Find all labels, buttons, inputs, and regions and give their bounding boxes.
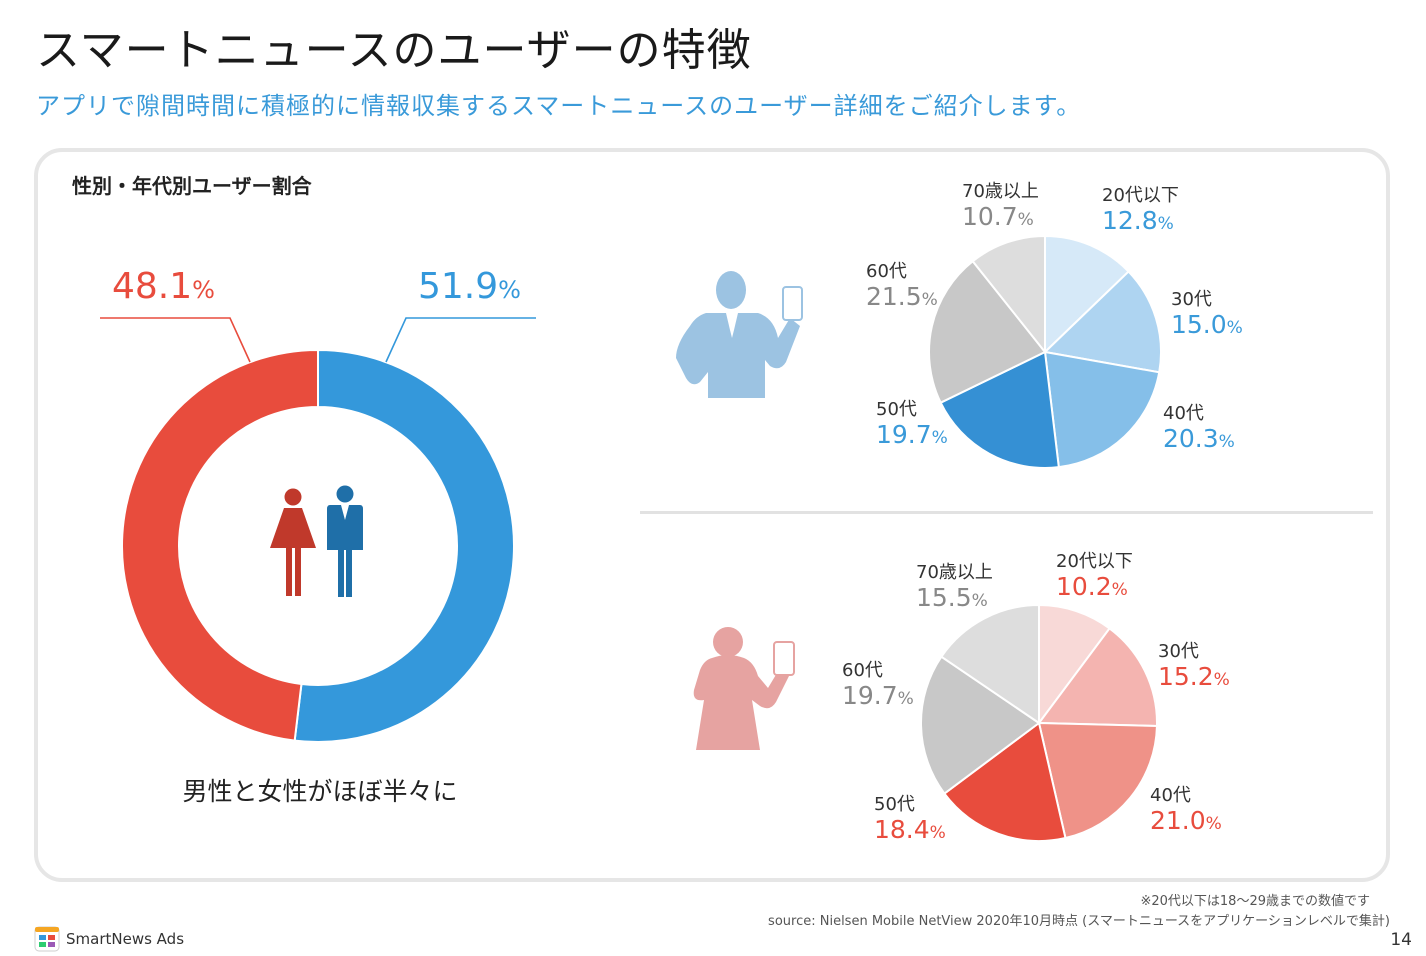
male-share-value: 51.9 — [418, 266, 499, 307]
section-divider — [640, 511, 1373, 514]
female-slice-label-50: 50代 18.4% — [874, 794, 946, 844]
female-slice-label-40: 40代 21.0% — [1150, 785, 1222, 835]
slice-value: 20.3% — [1163, 423, 1235, 453]
slice-value: 12.8% — [1102, 205, 1174, 235]
slice-value: 19.7% — [842, 680, 914, 710]
male-pie-slice-0 — [1044, 234, 1130, 355]
male-leader-line — [385, 317, 536, 363]
male-icon — [327, 485, 363, 597]
smartnews-logo-icon — [34, 926, 60, 952]
female-pie-slice-1 — [1037, 627, 1158, 727]
female-age-pie-chart — [920, 603, 1158, 842]
female-slice-label-20: 20代以下 10.2% — [1056, 551, 1133, 601]
male-pie-slice-3 — [939, 350, 1060, 469]
female-pie-slice-3 — [943, 721, 1067, 842]
female-pie-slice-5 — [940, 603, 1040, 725]
male-pie-slice-1 — [1042, 270, 1162, 374]
content-card — [34, 148, 1390, 882]
source-note: source: Nielsen Mobile NetView 2020年10月時… — [768, 914, 1390, 929]
section-title: 性別・年代別ユーザー割合 — [72, 174, 312, 198]
slice-value: 10.7% — [962, 201, 1034, 231]
slice-name: 40代 — [1150, 785, 1191, 806]
male-pie-slice-2 — [1043, 350, 1161, 469]
slice-name: 60代 — [866, 261, 907, 282]
female-slice-label-30: 30代 15.2% — [1158, 641, 1230, 691]
male-slice-label-70plus: 70歳以上 10.7% — [962, 181, 1039, 231]
smartnews-logo: SmartNews Ads — [34, 926, 184, 952]
slice-value: 21.5% — [866, 281, 938, 311]
slice-name: 20代以下 — [1056, 551, 1133, 572]
slice-name: 70歳以上 — [916, 562, 993, 583]
slice-name: 70歳以上 — [962, 181, 1039, 202]
slice-name: 20代以下 — [1102, 185, 1179, 206]
female-share-label: 48.1% — [112, 266, 215, 307]
slice-name: 40代 — [1163, 403, 1204, 424]
donut-caption: 男性と女性がほぼ半々に — [182, 777, 458, 806]
slice-name: 50代 — [874, 794, 915, 815]
page-number: 14 — [1390, 930, 1412, 950]
page-title: スマートニュースのユーザーの特徴 — [36, 25, 752, 76]
male-share-label: 51.9% — [418, 266, 521, 307]
female-share-value: 48.1 — [112, 266, 193, 307]
male-pie-slice-4 — [928, 259, 1047, 405]
slice-name: 50代 — [876, 399, 917, 420]
page-subtitle: アプリで隙間時間に積極的に情報収集するスマートニュースのユーザー詳細をご紹介しま… — [36, 92, 1082, 120]
footnote: ※20代以下は18〜29歳までの数値です — [1140, 894, 1370, 909]
slice-value: 19.7% — [876, 419, 948, 449]
male-slice-label-50: 50代 19.7% — [876, 399, 948, 449]
female-share-unit: % — [192, 276, 215, 304]
female-pie-slice-4 — [920, 655, 1041, 795]
male-slice-label-20: 20代以下 12.8% — [1102, 185, 1179, 235]
female-pie-slice-0 — [1038, 603, 1111, 727]
male-slice-label-30: 30代 15.0% — [1171, 289, 1243, 339]
slice-value: 15.0% — [1171, 309, 1243, 339]
slice-name: 30代 — [1158, 641, 1199, 662]
female-pie-slice-2 — [1037, 721, 1158, 840]
male-pie-slice-5 — [971, 234, 1046, 355]
logo-text: SmartNews Ads — [66, 930, 185, 948]
male-age-pie-chart — [928, 234, 1162, 469]
slice-value: 15.2% — [1158, 661, 1230, 691]
donut-segment-male — [293, 348, 515, 743]
female-leader-line — [100, 317, 251, 363]
female-slice-label-60: 60代 19.7% — [842, 660, 914, 710]
female-slice-label-70plus: 70歳以上 15.5% — [916, 562, 993, 612]
slice-value: 10.2% — [1056, 571, 1128, 601]
female-person-icon — [693, 627, 795, 750]
donut-segment-female — [121, 348, 319, 742]
male-share-unit: % — [498, 276, 521, 304]
slice-value: 15.5% — [916, 582, 988, 612]
slice-value: 21.0% — [1150, 805, 1222, 835]
male-slice-label-60: 60代 21.5% — [866, 261, 938, 311]
slice-value: 18.4% — [874, 814, 946, 844]
slice-name: 60代 — [842, 660, 883, 681]
female-icon — [270, 488, 316, 596]
gender-donut-chart — [121, 348, 515, 743]
male-slice-label-40: 40代 20.3% — [1163, 403, 1235, 453]
male-person-icon — [676, 271, 803, 398]
slice-name: 30代 — [1171, 289, 1212, 310]
